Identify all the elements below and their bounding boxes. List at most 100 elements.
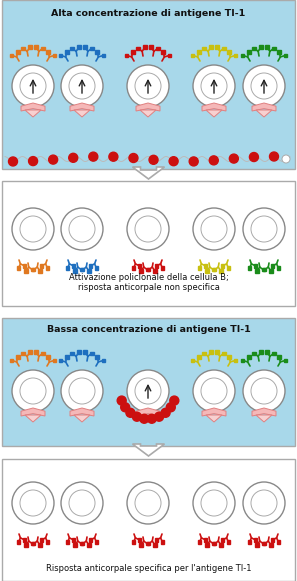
Bar [247, 50, 251, 53]
Text: Risposta anticorpale specifica per l'antigene TI-1: Risposta anticorpale specifica per l'ant… [46, 564, 251, 573]
Bar [259, 350, 263, 354]
Circle shape [201, 490, 227, 516]
Bar [31, 268, 34, 271]
Bar [197, 355, 201, 358]
Bar [65, 355, 69, 358]
Circle shape [61, 482, 103, 524]
Bar [66, 540, 69, 544]
Bar [161, 540, 164, 544]
Circle shape [61, 65, 103, 107]
Bar [212, 542, 215, 546]
Bar [17, 266, 20, 270]
Polygon shape [252, 408, 276, 416]
Bar [31, 542, 34, 546]
Circle shape [243, 370, 285, 412]
Bar [204, 538, 207, 541]
Polygon shape [132, 167, 165, 179]
Bar [277, 355, 281, 358]
Circle shape [126, 408, 135, 417]
Bar [147, 268, 150, 271]
Bar [16, 50, 20, 53]
Bar [227, 50, 231, 53]
Bar [168, 54, 171, 58]
Bar [146, 268, 149, 271]
Bar [132, 266, 135, 270]
Circle shape [9, 157, 18, 166]
Bar [139, 269, 143, 272]
Polygon shape [256, 110, 272, 117]
Bar [146, 542, 149, 546]
Bar [156, 46, 160, 50]
Bar [221, 538, 224, 541]
Polygon shape [74, 415, 90, 422]
Polygon shape [202, 103, 226, 111]
Bar [215, 45, 219, 49]
Bar [202, 352, 206, 355]
Bar [191, 359, 195, 363]
Bar [248, 540, 251, 544]
Bar [80, 268, 83, 271]
Bar [212, 268, 215, 271]
Bar [46, 540, 49, 544]
Circle shape [12, 482, 54, 524]
Polygon shape [252, 103, 276, 111]
Circle shape [12, 370, 54, 412]
Bar [87, 543, 91, 547]
Bar [227, 266, 230, 270]
Circle shape [117, 396, 126, 405]
Polygon shape [136, 103, 160, 111]
Bar [143, 45, 147, 49]
Circle shape [170, 396, 179, 405]
Bar [269, 543, 273, 547]
Bar [233, 359, 237, 363]
Bar [262, 268, 265, 271]
Polygon shape [136, 408, 160, 416]
Bar [28, 350, 32, 354]
Circle shape [251, 378, 277, 404]
Circle shape [135, 73, 161, 99]
Bar [206, 269, 209, 272]
Bar [80, 542, 83, 546]
Bar [81, 542, 84, 546]
Bar [89, 264, 92, 268]
Circle shape [61, 208, 103, 250]
Bar [2, 459, 295, 581]
Bar [206, 543, 209, 547]
Bar [213, 268, 217, 271]
Circle shape [229, 154, 238, 163]
Bar [197, 50, 201, 53]
Bar [87, 269, 91, 272]
Bar [10, 359, 13, 363]
Circle shape [69, 378, 95, 404]
Circle shape [140, 414, 149, 423]
Circle shape [201, 73, 227, 99]
Circle shape [147, 414, 156, 423]
Polygon shape [70, 408, 94, 416]
Bar [2, 318, 295, 446]
Bar [73, 269, 77, 272]
Polygon shape [140, 415, 156, 422]
Bar [284, 359, 287, 363]
Circle shape [193, 65, 235, 107]
Polygon shape [70, 103, 94, 111]
Bar [83, 350, 87, 354]
Circle shape [12, 65, 54, 107]
Bar [40, 538, 43, 541]
Bar [70, 46, 74, 50]
Bar [138, 264, 141, 268]
Circle shape [209, 156, 218, 165]
Bar [24, 543, 28, 547]
Circle shape [69, 490, 95, 516]
Bar [95, 355, 99, 358]
Text: Alta concentrazione di antigene TI-1: Alta concentrazione di antigene TI-1 [51, 9, 246, 18]
Circle shape [20, 73, 46, 99]
Circle shape [20, 216, 46, 242]
Bar [215, 350, 219, 354]
Bar [263, 268, 266, 271]
Bar [41, 352, 45, 355]
Circle shape [29, 157, 38, 166]
Bar [247, 355, 251, 358]
Circle shape [127, 370, 169, 412]
Circle shape [166, 403, 175, 412]
Circle shape [20, 490, 46, 516]
